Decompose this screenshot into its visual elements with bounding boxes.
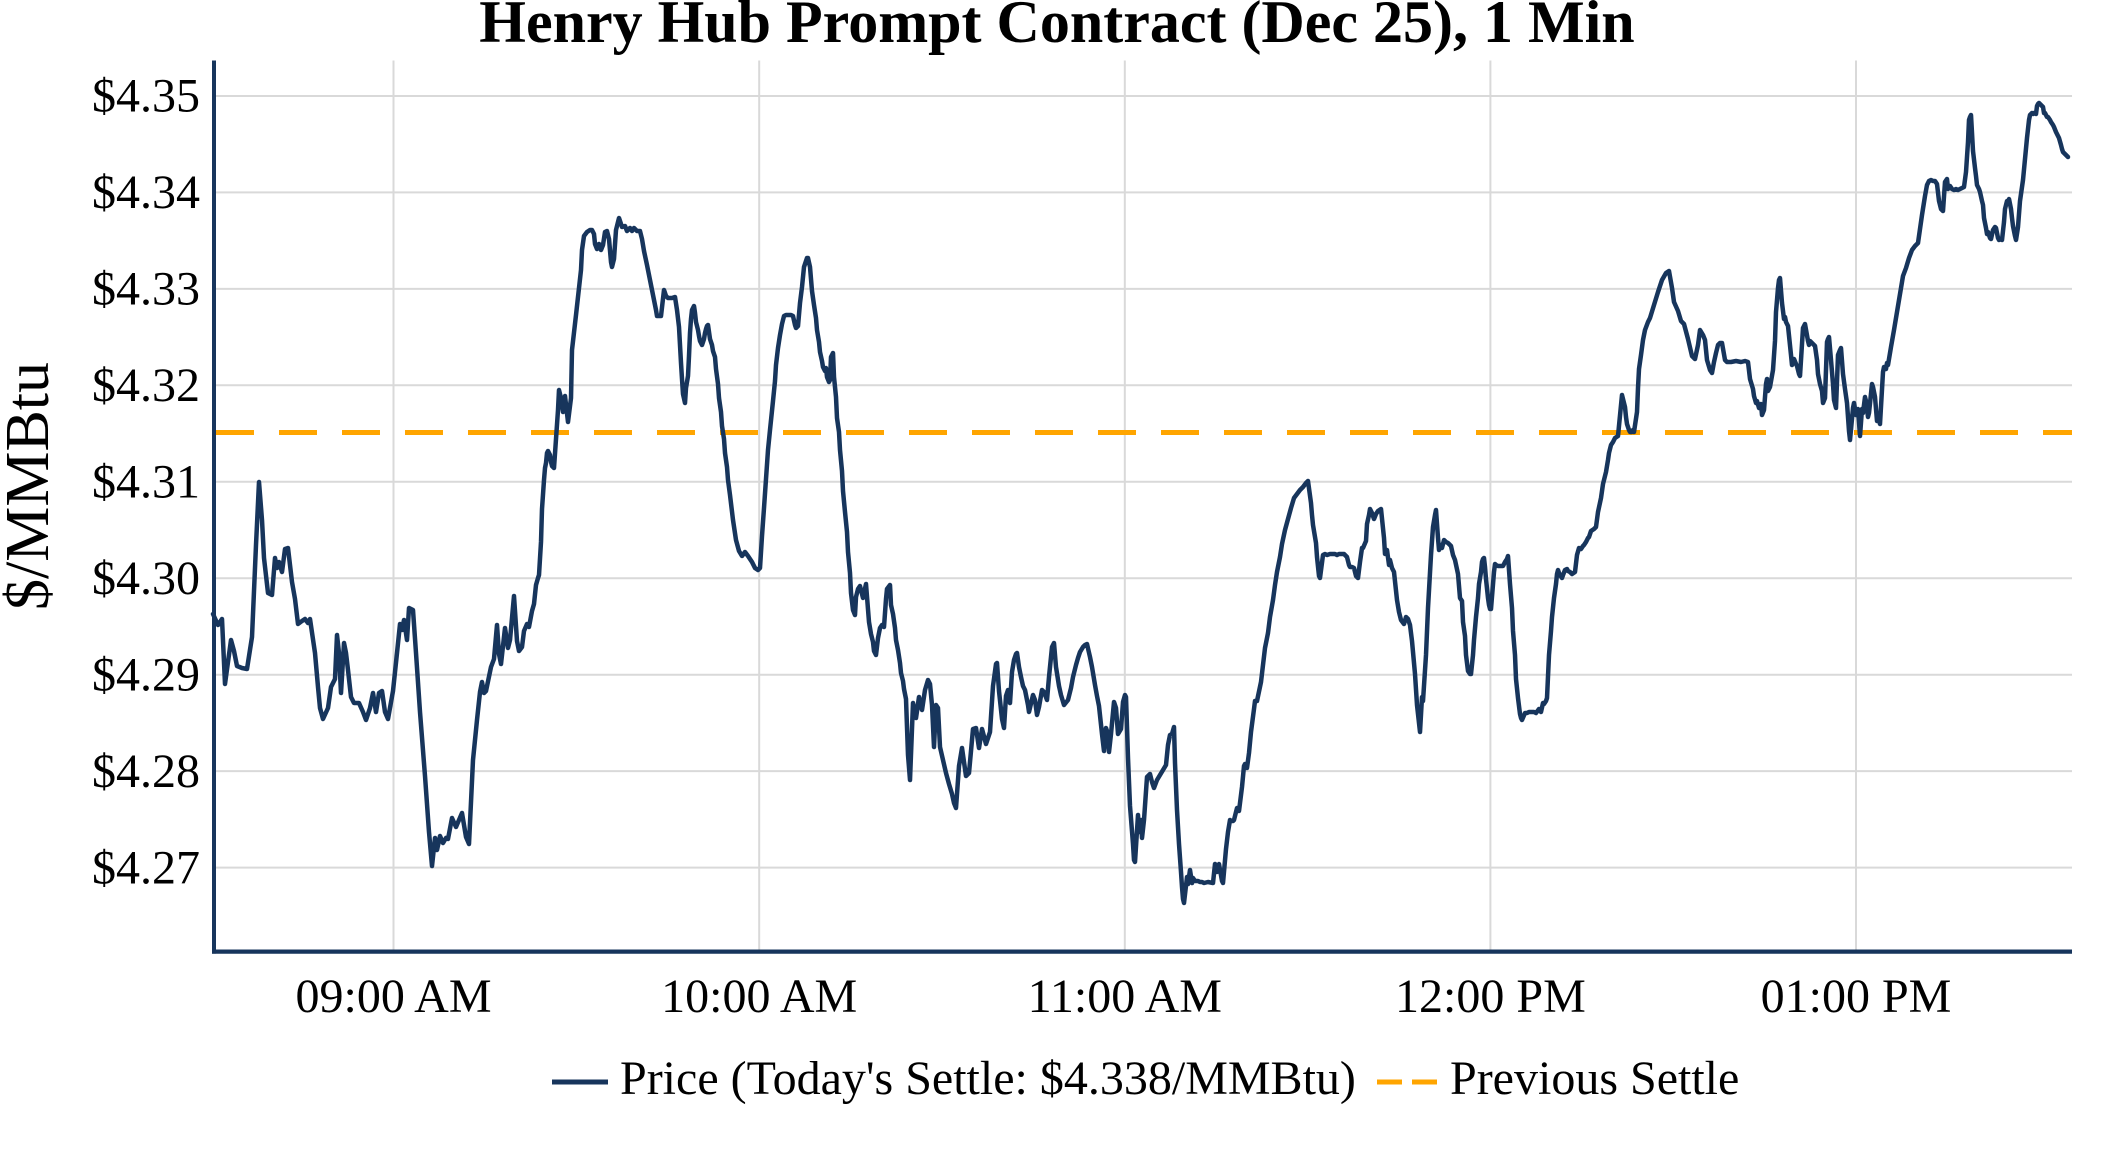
svg-text:$4.32: $4.32 [92,359,200,412]
svg-text:$4.29: $4.29 [92,648,200,701]
svg-text:Price (Today's Settle: $4.338/: Price (Today's Settle: $4.338/MMBtu) [620,1052,1356,1105]
svg-text:Previous Settle: Previous Settle [1450,1052,1739,1105]
svg-text:10:00 AM: 10:00 AM [661,970,857,1023]
svg-text:$/MMBtu: $/MMBtu [0,362,62,610]
svg-text:11:00 AM: 11:00 AM [1028,970,1222,1023]
svg-text:$4.34: $4.34 [92,166,200,219]
svg-text:Henry Hub Prompt Contract (Dec: Henry Hub Prompt Contract (Dec 25), 1 Mi… [479,0,1634,55]
svg-text:$4.28: $4.28 [92,745,200,798]
svg-text:$4.30: $4.30 [92,552,200,605]
svg-text:$4.35: $4.35 [92,70,200,123]
svg-text:12:00 PM: 12:00 PM [1395,970,1586,1023]
svg-text:01:00 PM: 01:00 PM [1761,970,1952,1023]
svg-text:$4.33: $4.33 [92,263,200,316]
svg-text:$4.31: $4.31 [92,456,200,509]
svg-text:$4.27: $4.27 [92,841,200,894]
svg-text:09:00 AM: 09:00 AM [295,970,491,1023]
